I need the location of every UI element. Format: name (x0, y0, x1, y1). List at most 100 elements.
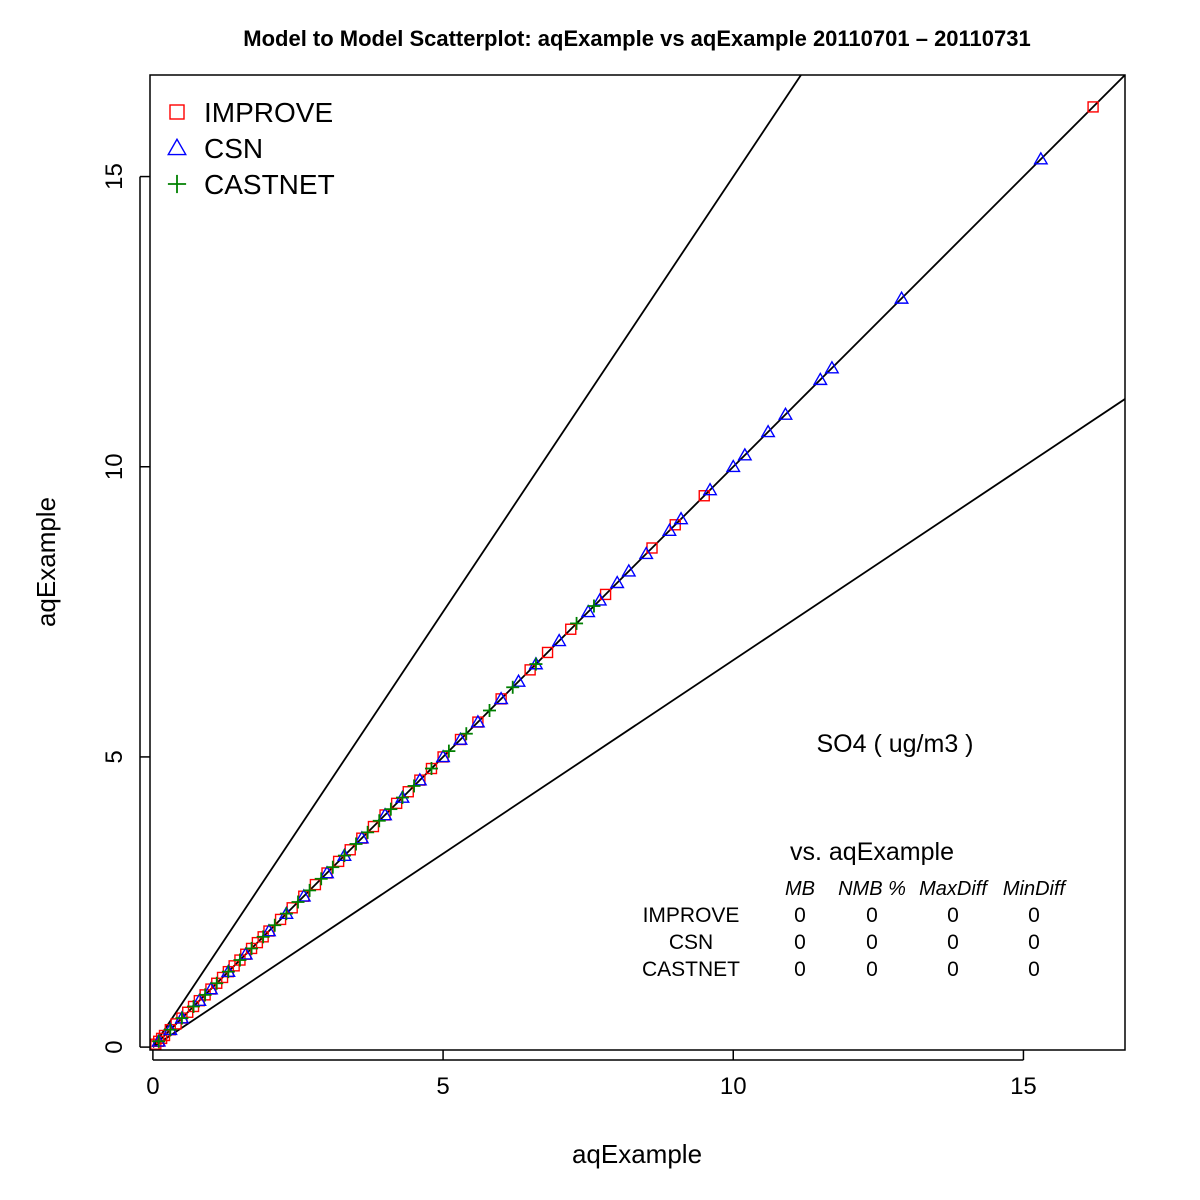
data-point (238, 946, 254, 960)
data-point (587, 599, 601, 613)
stats-cell: 0 (947, 904, 959, 927)
reference-line-3 (152, 397, 1125, 1048)
data-point (459, 727, 473, 741)
stats-caption: vs. aqExample (790, 838, 954, 866)
legend-label: CSN (204, 133, 263, 164)
data-point (187, 999, 201, 1013)
data-point (778, 406, 793, 420)
data-point (541, 646, 554, 659)
stats-cell: 0 (947, 958, 959, 981)
stats-column-header: MB (785, 878, 815, 900)
y-axis-label: aqExample (31, 497, 61, 627)
data-point (737, 447, 753, 461)
data-point (580, 604, 596, 618)
legend-marker (167, 137, 187, 156)
data-point (233, 953, 247, 967)
data-point (245, 941, 259, 955)
data-point (354, 830, 370, 844)
data-point (152, 1034, 166, 1048)
stats-cell: 0 (794, 931, 806, 954)
data-point (279, 907, 293, 921)
x-axis: 0 5 10 15 (146, 1050, 1037, 1100)
data-point (442, 744, 456, 758)
data-point (453, 731, 468, 745)
stats-cell: 0 (866, 958, 878, 981)
x-axis-label: aqExample (572, 1139, 702, 1169)
data-point (483, 703, 497, 717)
data-point (1087, 101, 1099, 113)
legend-label: CASTNET (204, 169, 335, 200)
data-point (551, 633, 567, 647)
data-point (319, 865, 335, 879)
data-point (337, 849, 351, 863)
stats-cell: 0 (1028, 958, 1040, 981)
data-point (377, 807, 393, 821)
data-point (1033, 151, 1049, 165)
data-point (191, 993, 207, 1007)
y-tick-label: 0 (101, 1040, 128, 1053)
data-point (894, 290, 910, 304)
stats-cell: 0 (1028, 904, 1040, 927)
data-point (175, 1011, 189, 1025)
reference-line-2 (152, 75, 803, 1048)
data-point (592, 592, 608, 606)
data-point (529, 657, 543, 671)
legend-item-castnet: CASTNET (167, 169, 335, 200)
data-point (661, 522, 677, 536)
data-point (198, 988, 212, 1002)
data-point (570, 616, 584, 630)
legend-marker (167, 174, 187, 194)
stats-cell: 0 (866, 904, 878, 927)
data-point (638, 546, 654, 560)
stats-row-label: IMPROVE (643, 904, 740, 927)
stats-cell: 0 (794, 904, 806, 927)
stats-column-header: MaxDiff (919, 878, 989, 900)
x-tick-label: 15 (1010, 1073, 1037, 1100)
species-annotation: SO4 ( ug/m3 ) (817, 730, 974, 758)
x-tick-label: 0 (146, 1073, 159, 1100)
y-tick-label: 5 (101, 750, 128, 763)
data-point (349, 837, 363, 851)
data-point (470, 714, 486, 728)
data-point (372, 814, 386, 828)
stats-table: vs. aqExample MB NMB % MaxDiff MinDiff IMPROV… (642, 838, 1068, 981)
reference-lines (152, 75, 1125, 1048)
series-castnet (152, 599, 601, 1048)
data-point (424, 762, 438, 776)
stats-cell: 0 (1028, 931, 1040, 954)
data-point (395, 791, 409, 805)
reference-line-1 (152, 75, 1125, 1048)
y-tick-label: 10 (101, 453, 128, 480)
data-point (268, 918, 282, 932)
legend: IMPROVE CSN CASTNET (167, 97, 335, 200)
data-point (435, 749, 451, 763)
data-point (326, 860, 340, 874)
data-point (291, 895, 305, 909)
legend-marker (169, 104, 185, 120)
data-point (361, 825, 375, 839)
data-point (673, 511, 689, 525)
legend-item-improve: IMPROVE (169, 97, 333, 128)
data-point (621, 563, 637, 577)
data-point (725, 459, 741, 473)
data-point (210, 976, 224, 990)
x-tick-label: 10 (720, 1073, 747, 1100)
x-tick-label: 5 (436, 1073, 449, 1100)
data-point (493, 691, 509, 705)
data-point (511, 673, 526, 687)
data-point (163, 1023, 177, 1037)
stats-cell: 0 (866, 931, 878, 954)
data-point (221, 965, 235, 979)
data-points (150, 101, 1099, 1050)
data-point (760, 424, 776, 438)
stats-cell: 0 (794, 958, 806, 981)
data-point (412, 772, 428, 786)
legend-label: IMPROVE (204, 97, 333, 128)
data-point (702, 482, 718, 496)
stats-row-label: CSN (669, 931, 713, 954)
y-tick-label: 15 (101, 163, 128, 190)
data-point (609, 575, 625, 589)
stats-column-header: MinDiff (1003, 878, 1068, 900)
stats-column-header: NMB % (838, 878, 906, 900)
